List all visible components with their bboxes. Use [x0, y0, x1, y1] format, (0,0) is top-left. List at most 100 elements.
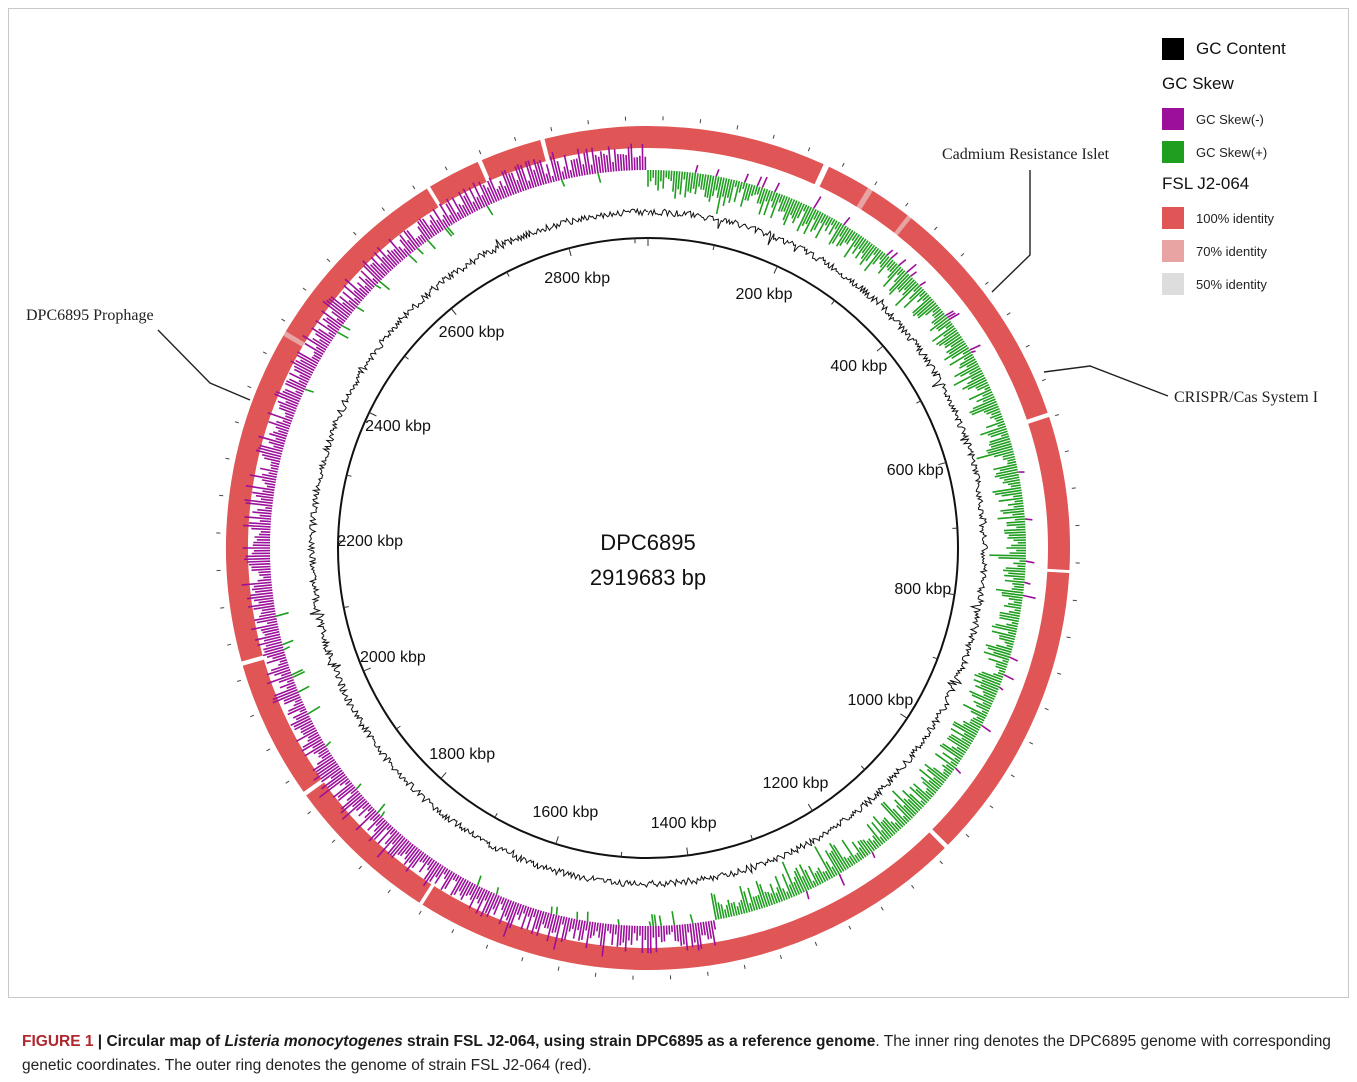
outer-tick-marks — [216, 116, 1080, 980]
genome-name: DPC6895 — [600, 530, 696, 555]
outer-tick — [285, 780, 290, 784]
gc-content-ring — [306, 207, 988, 888]
legend-swatch-identity-100 — [1162, 207, 1184, 229]
legend-swatch-gc-skew-neg — [1162, 108, 1184, 130]
outer-tick — [989, 805, 994, 809]
backbone-tick — [860, 765, 866, 770]
backbone-tick — [494, 812, 498, 818]
outer-tick — [250, 714, 255, 718]
identity-segment — [896, 217, 1048, 420]
caption-species: Listeria monocytogenes — [224, 1033, 403, 1050]
leader-crispr-cas-system — [1043, 365, 1169, 397]
outer-tick — [707, 971, 709, 976]
gc-skew-ring — [241, 143, 1036, 957]
legend-gc-skew-neg: GC Skew(-) — [1162, 108, 1264, 130]
outer-tick — [521, 957, 524, 962]
identity-segment — [242, 659, 322, 792]
outer-tick — [1064, 450, 1070, 453]
backbone-tick — [363, 667, 372, 672]
tick-label: 2800 kbp — [544, 270, 611, 288]
outer-tick — [965, 834, 970, 838]
caption-separator: | — [93, 1033, 107, 1050]
identity-segment — [306, 782, 432, 903]
outer-tick — [550, 126, 553, 132]
legend-identity-70: 70% identity — [1162, 240, 1267, 262]
outer-tick — [1006, 312, 1011, 316]
legend-gc-skew-header: GC Skew — [1162, 74, 1234, 93]
backbone-tick — [773, 266, 778, 274]
backbone-tick — [346, 474, 352, 477]
outer-tick — [302, 287, 307, 291]
identity-segment — [819, 166, 869, 207]
outer-tick — [911, 884, 915, 889]
outer-tick — [326, 258, 331, 262]
tick-label: 1400 kbp — [650, 814, 717, 832]
backbone-tick — [686, 847, 689, 856]
legend-identity-100: 100% identity — [1162, 207, 1274, 229]
outer-tick — [451, 929, 455, 934]
tick-label: 200 kbp — [735, 286, 793, 304]
outer-tick — [262, 351, 267, 355]
backbone-tick — [807, 803, 813, 812]
caption-bold-part1: Circular map of — [106, 1033, 225, 1050]
outer-tick — [418, 910, 422, 915]
backbone-tick — [750, 834, 753, 840]
outer-tick — [247, 385, 252, 389]
outer-tick — [444, 166, 448, 171]
identity-light-segment — [894, 215, 912, 236]
legend-gc-content: GC Content — [1162, 38, 1286, 60]
outer-tick — [939, 860, 943, 865]
outer-tick — [412, 185, 416, 190]
figure-caption: FIGURE 1 | Circular map of Listeria mono… — [22, 1030, 1342, 1078]
backbone-tick — [946, 592, 955, 596]
legend-gc-skew-pos: GC Skew(+) — [1162, 141, 1267, 163]
identity-segment — [544, 126, 824, 185]
outer-tick — [266, 748, 271, 752]
circular-genome-map — [157, 116, 1169, 980]
identity-ring-fsl-j2-064 — [226, 126, 1070, 970]
outer-tick — [225, 457, 230, 460]
identity-segment — [226, 335, 303, 662]
legend-swatch-gc-content — [1162, 38, 1184, 60]
backbone-tick — [343, 606, 349, 608]
backbone-tick — [900, 713, 908, 719]
outer-tick — [353, 231, 357, 236]
annotation-leader-lines — [157, 170, 1169, 401]
identity-segment — [422, 832, 945, 970]
outer-tick — [307, 811, 312, 815]
backbone-tick — [506, 271, 510, 277]
tick-label: 2400 kbp — [365, 417, 431, 435]
caption-bold-part2: strain FSL J2-064, using strain DPC6895 … — [402, 1033, 876, 1050]
backbone-tick — [450, 308, 457, 316]
outer-tick — [934, 226, 938, 231]
outer-tick — [1010, 774, 1015, 778]
backbone-tick — [938, 462, 947, 466]
legend-strain-header: FSL J2-064 — [1162, 174, 1250, 193]
backbone-tick — [555, 836, 559, 845]
outer-tick — [743, 964, 746, 970]
identity-segment — [1028, 416, 1070, 571]
reference-backbone-ring — [337, 237, 959, 859]
gc-skew-negative — [241, 143, 1036, 957]
outer-tick — [772, 134, 775, 139]
outer-tick — [1044, 707, 1049, 711]
caption-figure-label: FIGURE 1 — [22, 1033, 94, 1050]
backbone-tick — [620, 851, 623, 857]
outer-tick — [960, 253, 965, 257]
backbone-tick — [568, 248, 572, 257]
annotation-crispr-cas-system: CRISPR/Cas System I — [1174, 389, 1319, 406]
tick-label: 2000 kbp — [359, 649, 426, 667]
backbone-tick — [440, 772, 447, 779]
outer-tick — [984, 281, 989, 285]
outer-tick — [779, 954, 782, 960]
annotation-dpc6895-prophage: DPC6895 Prophage — [26, 307, 154, 324]
backbone-tick — [831, 300, 835, 305]
caption-rest: . The inner ring denotes the DPC6895 gen… — [22, 1033, 1331, 1074]
outer-tick — [1057, 672, 1062, 675]
backbone-tick — [876, 345, 884, 352]
outer-tick — [587, 120, 589, 125]
tick-label: 800 kbp — [894, 580, 952, 598]
tick-label: 2600 kbp — [438, 324, 505, 342]
genome-length: 2919683 bp — [589, 565, 707, 590]
legend-swatch-identity-50 — [1162, 273, 1184, 295]
